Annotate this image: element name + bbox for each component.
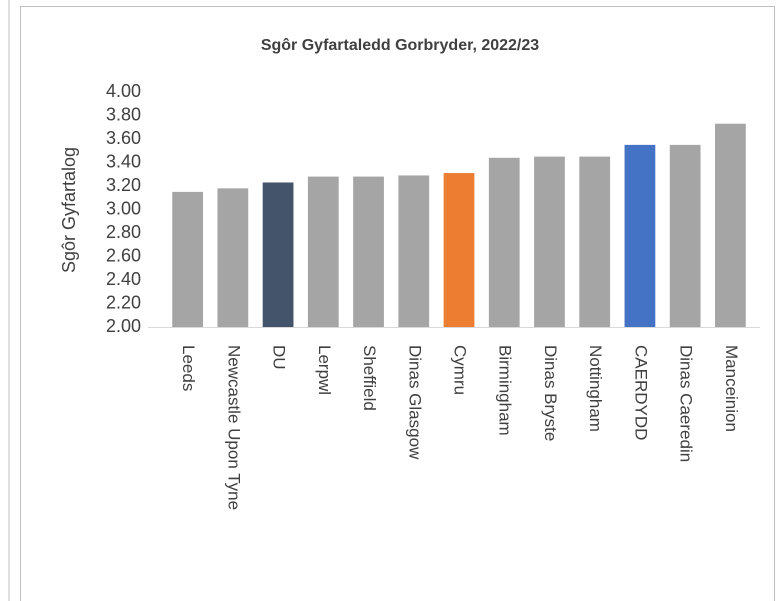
y-tick-label: 3.80	[106, 104, 141, 124]
bar	[715, 123, 746, 327]
bar	[488, 157, 520, 327]
bar	[353, 176, 384, 327]
y-tick-label: 2.40	[106, 269, 141, 289]
x-tick-label: Cymru	[451, 345, 470, 395]
x-tick-label: DU	[270, 345, 289, 370]
y-tick-label: 3.40	[106, 151, 141, 171]
x-tick-label: Newcastle Upon Tyne	[224, 345, 243, 510]
y-tick-label: 3.00	[106, 198, 141, 218]
y-tick-label: 4.00	[106, 81, 141, 101]
y-tick-label: 2.20	[106, 292, 141, 312]
x-tick-label: Nottingham	[586, 345, 605, 432]
y-tick-label: 3.20	[106, 175, 141, 195]
x-tick-label: Dinas Bryste	[541, 345, 560, 441]
bar	[579, 156, 611, 327]
x-tick-label: Lerpwl	[315, 345, 334, 395]
bar	[307, 176, 339, 327]
x-tick-label: Sheffield	[360, 345, 379, 411]
y-axis-label: Sgôr Gyfartalog	[59, 147, 79, 273]
y-tick-label: 2.80	[106, 222, 141, 242]
x-tick-label: Birmingham	[496, 345, 515, 436]
bar	[398, 175, 430, 327]
x-tick-label: Leeds	[179, 345, 198, 391]
x-tick-label: Manceinion	[722, 345, 741, 432]
bar	[534, 156, 565, 327]
y-tick-label: 3.60	[106, 128, 141, 148]
bar	[262, 182, 294, 327]
y-tick-label: 2.00	[106, 316, 141, 336]
x-tick-label: Dinas Glasgow	[405, 345, 424, 460]
y-tick-label: 2.60	[106, 245, 141, 265]
chart-border	[20, 6, 775, 601]
bar	[217, 188, 249, 327]
bar	[443, 173, 475, 327]
x-tick-label: Dinas Caeredin	[677, 345, 696, 462]
chart-title: Sgôr Gyfartaledd Gorbryder, 2022/23	[261, 37, 539, 54]
bar	[624, 144, 656, 327]
bar	[669, 144, 701, 327]
x-tick-label: CAERDYDD	[631, 345, 650, 440]
bar	[172, 191, 203, 327]
